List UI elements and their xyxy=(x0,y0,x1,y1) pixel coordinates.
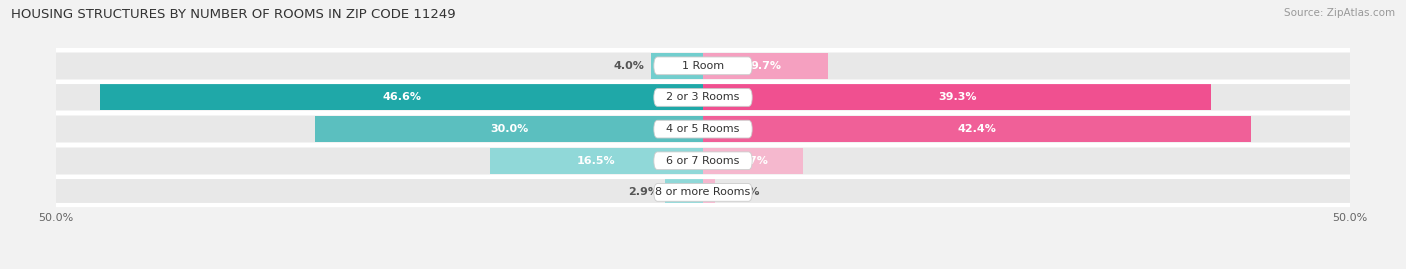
Bar xyxy=(315,116,703,142)
FancyBboxPatch shape xyxy=(654,89,752,106)
Bar xyxy=(703,116,1350,142)
Text: Source: ZipAtlas.com: Source: ZipAtlas.com xyxy=(1284,8,1395,18)
Text: 16.5%: 16.5% xyxy=(576,156,616,166)
Bar xyxy=(703,148,1350,174)
Text: HOUSING STRUCTURES BY NUMBER OF ROOMS IN ZIP CODE 11249: HOUSING STRUCTURES BY NUMBER OF ROOMS IN… xyxy=(11,8,456,21)
Text: 42.4%: 42.4% xyxy=(957,124,997,134)
FancyBboxPatch shape xyxy=(654,57,752,75)
Text: 7.7%: 7.7% xyxy=(737,156,768,166)
Bar xyxy=(703,179,716,206)
Bar xyxy=(703,84,1350,111)
Bar xyxy=(56,116,703,142)
Text: 4 or 5 Rooms: 4 or 5 Rooms xyxy=(666,124,740,134)
Text: 4.0%: 4.0% xyxy=(614,61,645,71)
FancyBboxPatch shape xyxy=(654,183,752,201)
Text: 1 Room: 1 Room xyxy=(682,61,724,71)
Text: 8 or more Rooms: 8 or more Rooms xyxy=(655,187,751,197)
Bar xyxy=(703,179,1350,206)
Bar xyxy=(651,53,703,79)
Text: 39.3%: 39.3% xyxy=(938,93,976,102)
Text: 0.95%: 0.95% xyxy=(721,187,761,197)
Text: 2 or 3 Rooms: 2 or 3 Rooms xyxy=(666,93,740,102)
Bar xyxy=(56,148,703,174)
Text: 6 or 7 Rooms: 6 or 7 Rooms xyxy=(666,156,740,166)
Bar xyxy=(100,84,703,111)
Text: 30.0%: 30.0% xyxy=(489,124,529,134)
Text: 9.7%: 9.7% xyxy=(751,61,782,71)
FancyBboxPatch shape xyxy=(654,120,752,138)
FancyBboxPatch shape xyxy=(654,152,752,170)
Bar xyxy=(703,148,803,174)
Bar xyxy=(703,84,1212,111)
Bar xyxy=(489,148,703,174)
Bar xyxy=(703,53,828,79)
Text: 46.6%: 46.6% xyxy=(382,93,422,102)
Text: 2.9%: 2.9% xyxy=(628,187,659,197)
Bar xyxy=(703,53,1350,79)
Bar xyxy=(56,84,703,111)
Bar xyxy=(665,179,703,206)
Bar xyxy=(703,116,1251,142)
Bar xyxy=(56,179,703,206)
Bar xyxy=(56,53,703,79)
